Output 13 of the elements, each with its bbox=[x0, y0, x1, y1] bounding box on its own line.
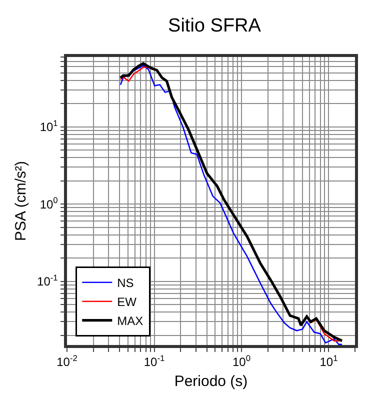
legend-label: MAX bbox=[117, 314, 144, 328]
x-tick-label: 10$^{1}$ bbox=[320, 353, 338, 370]
chart-title: Sitio SFRA bbox=[168, 15, 262, 36]
x-tick-label: 10$^{-1}$ bbox=[144, 353, 165, 370]
y-tick-label: 10$^{1}$ bbox=[40, 118, 58, 134]
y-tick-label: 10$^{-1}$ bbox=[37, 272, 58, 289]
x-axis-title: Periodo (s) bbox=[174, 373, 248, 390]
legend-label: NS bbox=[117, 276, 134, 290]
y-tick-label: 10$^{0}$ bbox=[40, 195, 58, 212]
x-tick-label: 10$^{0}$ bbox=[232, 353, 251, 370]
y-axis-title: PSA (cm/s²) bbox=[12, 160, 30, 242]
legend-label: EW bbox=[117, 295, 138, 310]
x-tick-label: 10$^{-2}$ bbox=[56, 353, 78, 370]
